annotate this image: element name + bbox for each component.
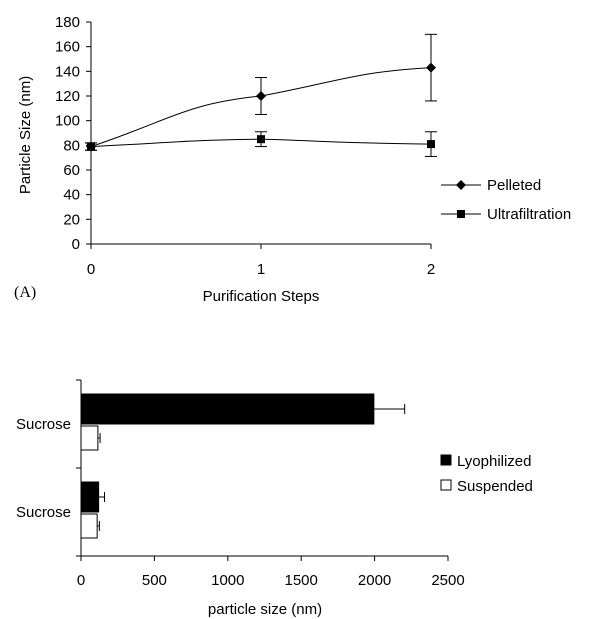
bar-chart-legend: Lyophilized Suspended — [440, 453, 533, 495]
legend-marker-square — [457, 210, 465, 218]
data-point-diamond — [256, 91, 266, 101]
line-chart-series — [85, 33, 437, 157]
y-tick-label: 100 — [55, 113, 80, 130]
category-label: Sucrose — [16, 416, 71, 433]
x-tick-label: 500 — [142, 572, 167, 589]
data-point-square — [257, 135, 265, 144]
legend-label: Ultrafiltration — [487, 206, 571, 223]
line-chart-x-ticks: 0 1 2 — [87, 244, 435, 278]
legend-marker-diamond — [456, 180, 466, 190]
x-tick-label: 2000 — [358, 572, 391, 589]
y-axis-title: Particle Size (nm) — [17, 76, 34, 194]
x-axis-title-bars: particle size (nm) — [208, 601, 322, 618]
y-tick-label: 60 — [63, 162, 80, 179]
bar-suspended — [80, 425, 99, 451]
bar-lyophilized — [80, 481, 100, 513]
bar-chart-x-ticks: 0 500 1000 1500 2000 2500 — [77, 556, 465, 589]
data-point-square — [87, 142, 95, 151]
legend-label: Pelleted — [487, 177, 541, 194]
bar-suspended — [80, 513, 98, 539]
line-chart-purification: 0 20 40 60 80 100 120 140 160 180 0 1 2 Pelleted Ult… — [14, 14, 571, 305]
x-tick-label: 2500 — [431, 572, 464, 589]
legend-label: Lyophilized — [457, 453, 532, 470]
data-point-diamond — [426, 62, 436, 73]
x-tick-label: 1000 — [211, 572, 244, 589]
panel-label: (A) — [14, 284, 36, 301]
legend-swatch-lyophilized — [440, 454, 452, 466]
bar-chart-particle-size: 0 500 1000 1500 2000 2500 Sucrose Sucrose Lyop… — [16, 379, 533, 618]
y-tick-label: 0 — [72, 236, 80, 253]
x-axis-title: Purification Steps — [203, 288, 320, 305]
line-chart-legend: Pelleted Ultrafiltration — [441, 177, 571, 223]
y-tick-label: 140 — [55, 63, 80, 80]
legend-swatch-suspended — [440, 479, 452, 491]
y-tick-label: 160 — [55, 39, 80, 56]
line-chart-y-ticks: 0 20 40 60 80 100 120 140 160 180 — [55, 14, 91, 253]
category-label: Sucrose — [16, 504, 71, 521]
y-tick-label: 120 — [55, 88, 80, 105]
y-tick-label: 180 — [55, 14, 80, 31]
x-tick-label: 0 — [87, 261, 95, 278]
bar-lyophilized — [80, 393, 375, 425]
legend-label: Suspended — [457, 478, 533, 495]
y-tick-label: 20 — [63, 211, 80, 228]
bar-chart-category-labels: Sucrose Sucrose — [16, 379, 81, 557]
x-tick-label: 0 — [77, 572, 85, 589]
x-tick-label: 2 — [427, 261, 435, 278]
y-tick-label: 40 — [63, 187, 80, 204]
bar-chart-bars — [80, 393, 406, 539]
y-tick-label: 80 — [63, 137, 80, 154]
data-point-square — [427, 140, 435, 149]
x-tick-label: 1500 — [285, 572, 318, 589]
x-tick-label: 1 — [257, 261, 265, 278]
